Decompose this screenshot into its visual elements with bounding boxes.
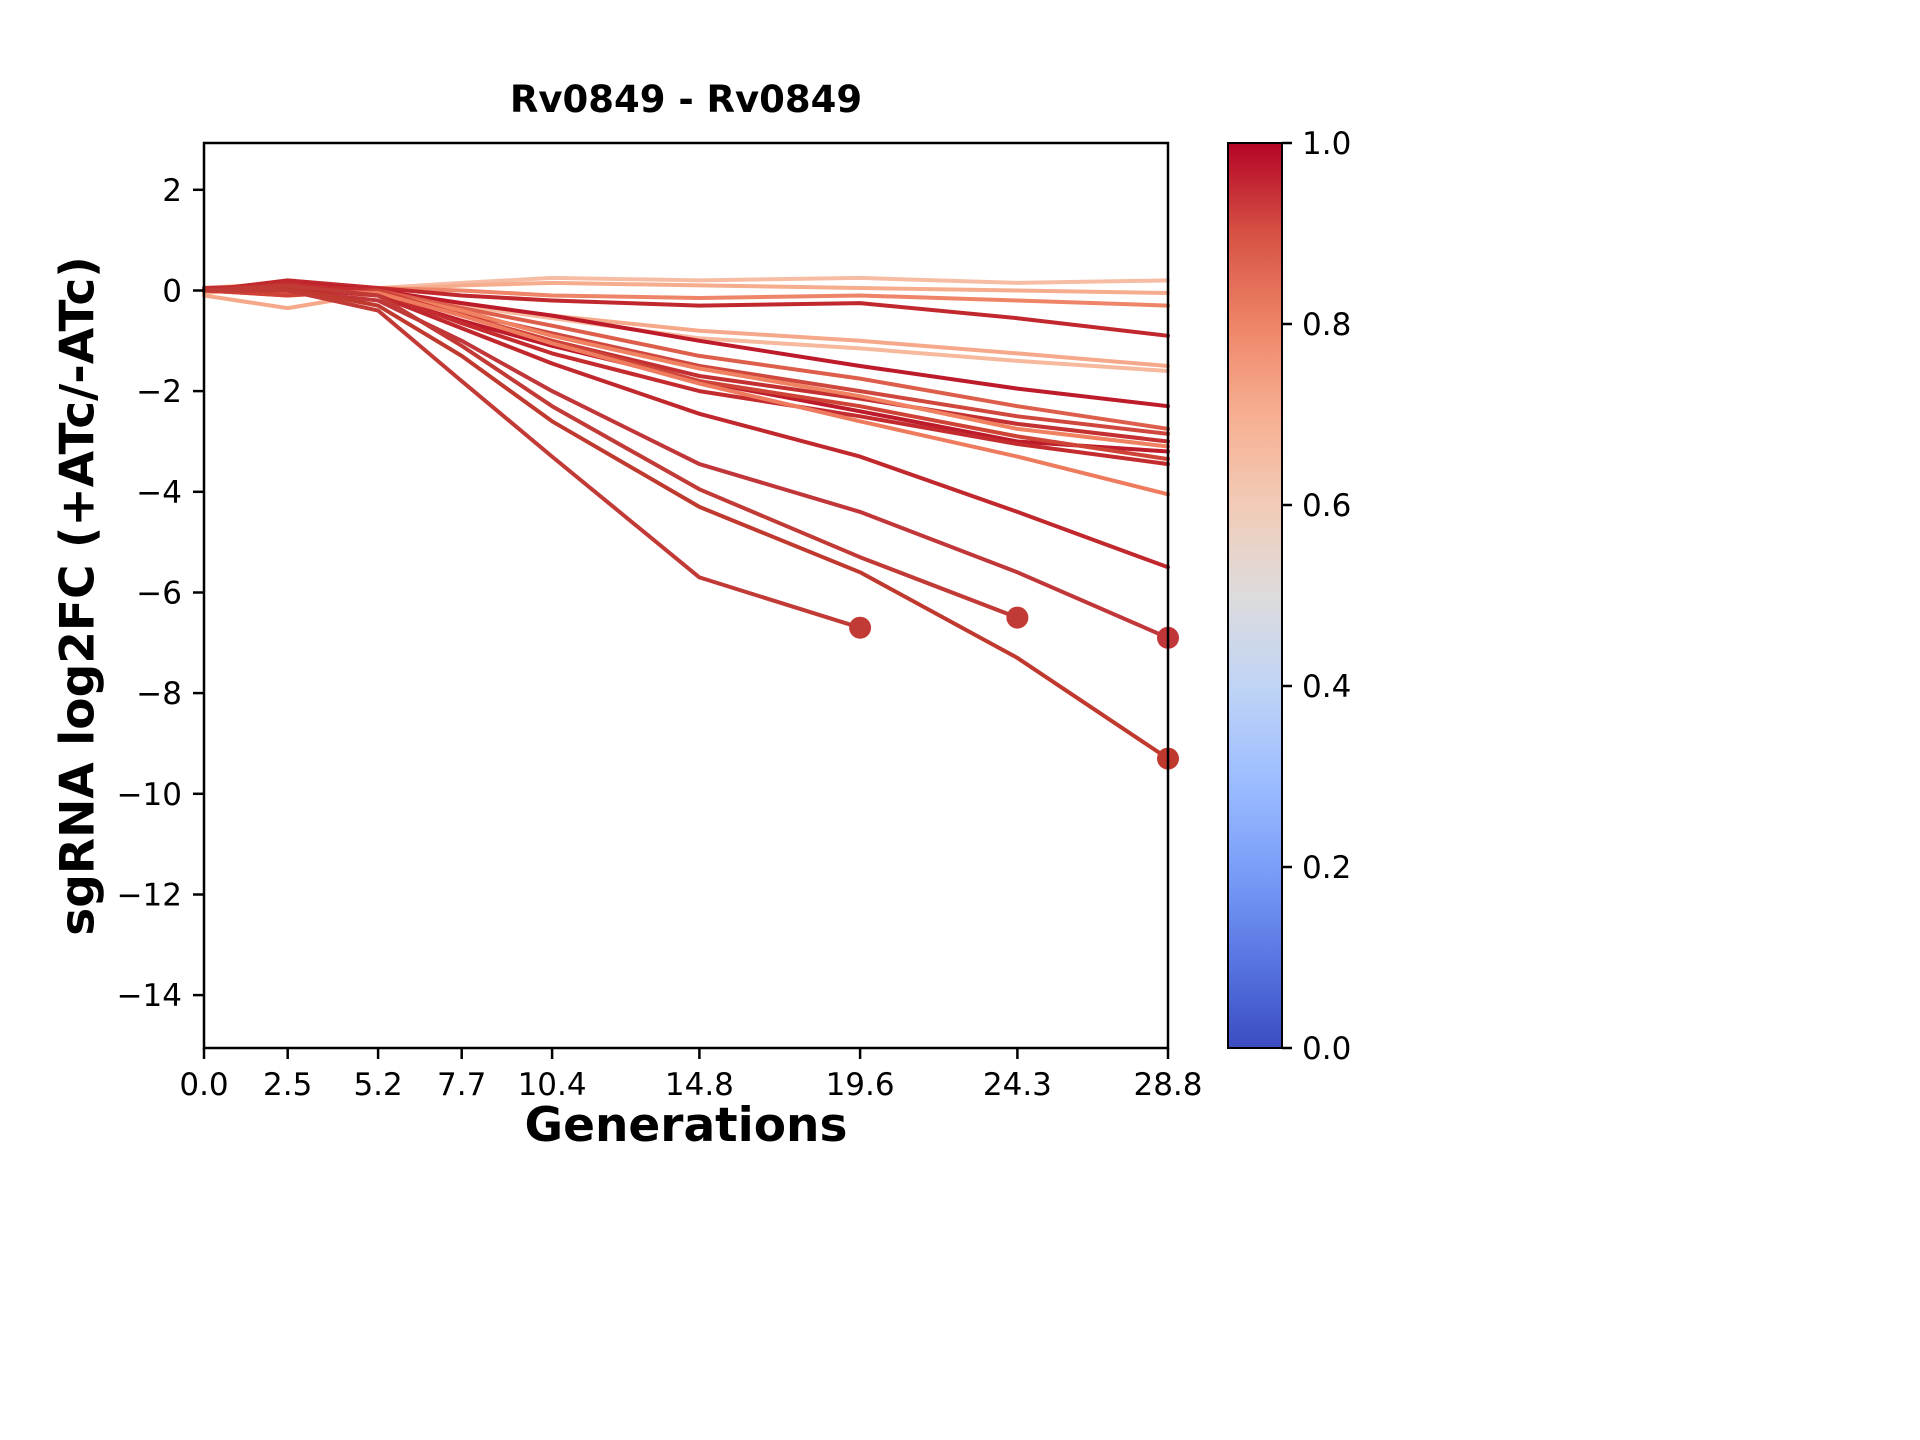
x-tick-label: 24.3 (983, 1067, 1052, 1103)
colorbar-tick-label: 1.0 (1302, 126, 1351, 162)
series-line (202, 286, 1170, 454)
series-line (202, 283, 1020, 620)
x-tick-label: 7.7 (437, 1067, 486, 1103)
y-axis-label: sgRNA log2FC (+ATc/-ATc) (50, 256, 106, 936)
series-line (202, 280, 1170, 467)
colorbar-tick-label: 0.4 (1302, 669, 1351, 705)
series-line (202, 286, 1170, 761)
colorbar-border (1227, 142, 1283, 1049)
colorbar-tick-label: 0.0 (1302, 1031, 1351, 1067)
x-tick-label: 28.8 (1133, 1067, 1202, 1103)
y-tick-label: −4 (136, 475, 182, 511)
y-tick-label: 0 (162, 274, 182, 310)
series-line (202, 278, 1170, 338)
y-tick-label: −14 (117, 978, 182, 1014)
x-tick-label: 10.4 (518, 1067, 587, 1103)
series-line (202, 288, 1170, 640)
y-tick-label: −10 (117, 777, 182, 813)
colorbar-tick-label: 0.8 (1302, 307, 1351, 343)
x-tick-label: 0.0 (179, 1067, 228, 1103)
series-line (202, 288, 863, 630)
chart-title: Rv0849 - Rv0849 (509, 78, 863, 121)
colorbar (1228, 143, 1282, 1048)
y-tick-label: −2 (136, 374, 182, 410)
series-line (202, 288, 1170, 497)
x-axis-label: Generations (524, 1098, 848, 1153)
x-tick-label: 14.8 (665, 1067, 734, 1103)
plot-border (202, 141, 1170, 1050)
x-tick-label: 5.2 (353, 1067, 402, 1103)
y-tick-label: −6 (136, 576, 182, 612)
colorbar-tick-label: 0.6 (1302, 488, 1351, 524)
y-tick-label: 2 (162, 173, 182, 209)
series-endpoint-marker (849, 616, 872, 639)
y-tick-label: −12 (117, 878, 182, 914)
x-tick-label: 2.5 (263, 1067, 312, 1103)
colorbar-tick-label: 0.2 (1302, 850, 1351, 886)
series-endpoint-marker (1006, 606, 1029, 629)
x-tick-label: 19.6 (826, 1067, 895, 1103)
y-tick-label: −8 (136, 676, 182, 712)
